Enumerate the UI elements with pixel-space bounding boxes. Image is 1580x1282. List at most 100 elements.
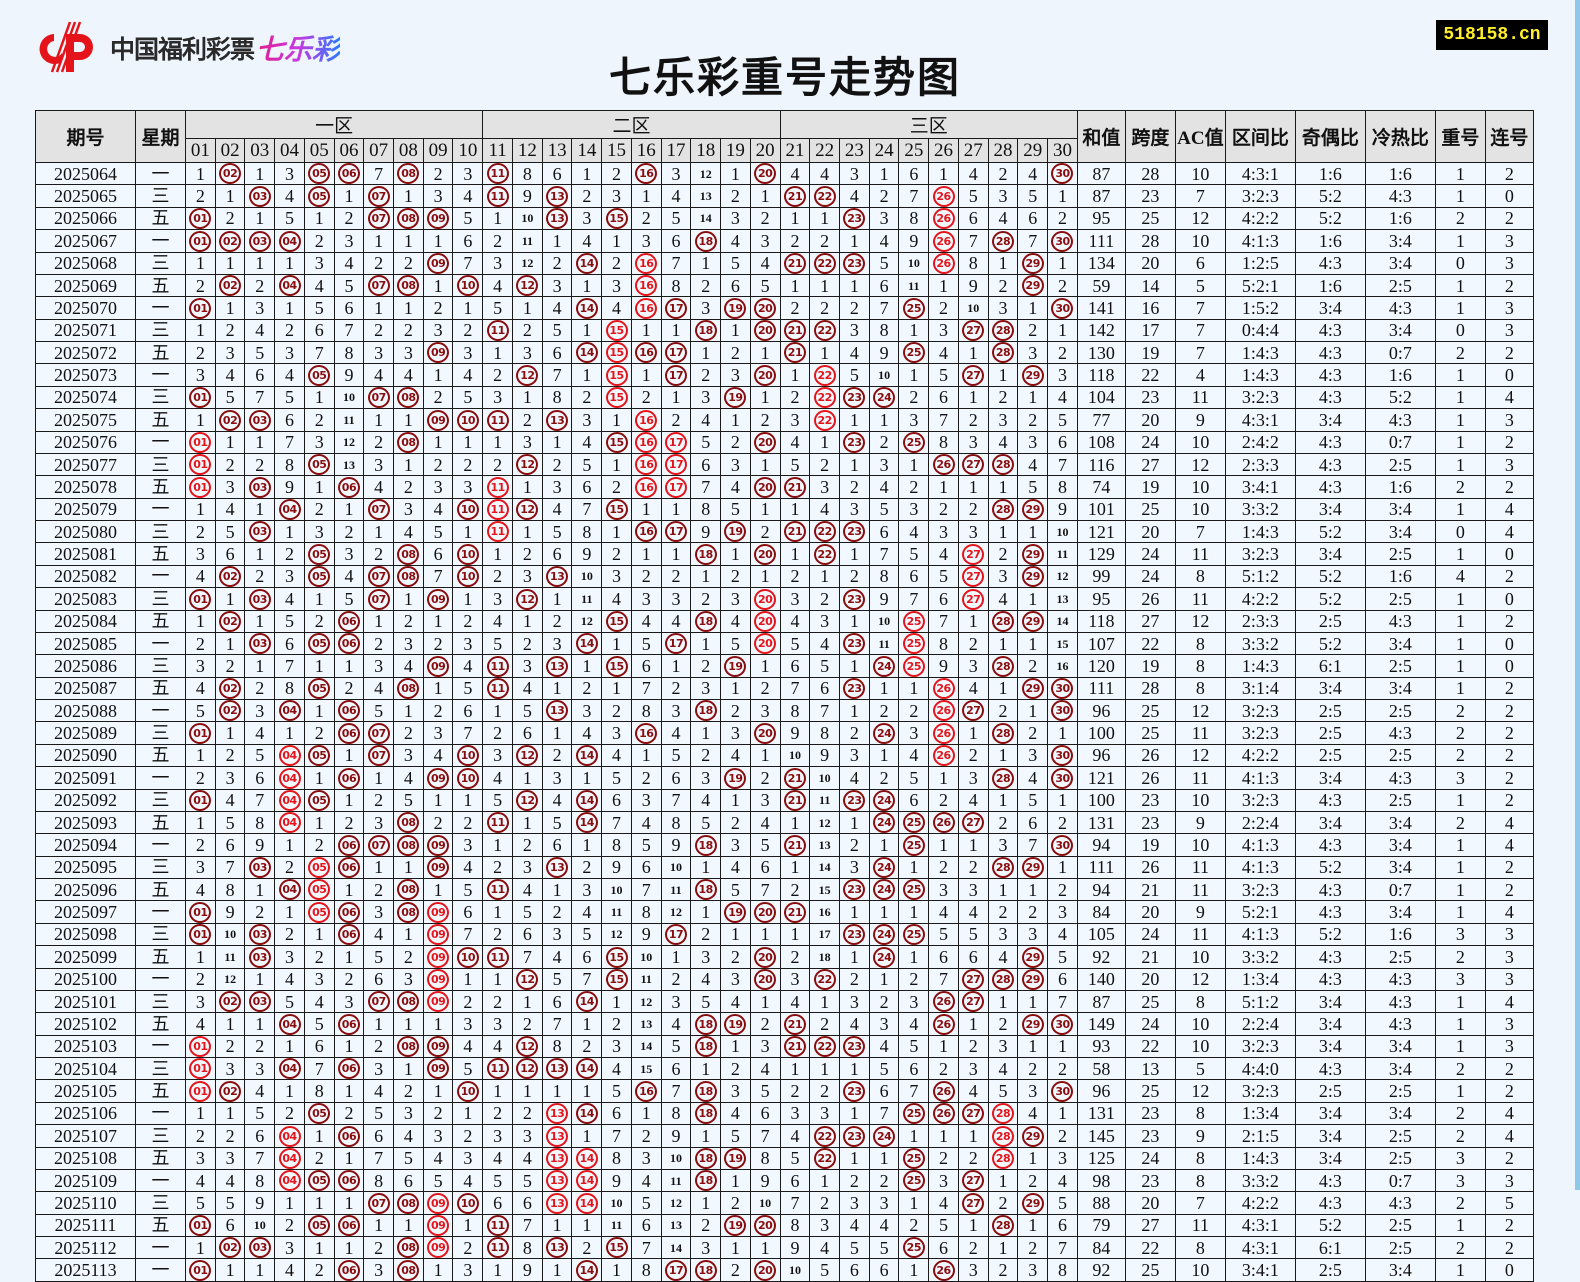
omission-cell: 4: [274, 587, 305, 611]
drawn-ball: 17: [664, 432, 687, 453]
odd-even-cell: 4:3: [1294, 475, 1366, 499]
ball-cell-22: 22: [809, 1124, 841, 1148]
weekday-cell: 五: [135, 877, 186, 902]
ball-cell-01: 01: [185, 1034, 216, 1059]
ball-cell-29: 29: [1017, 855, 1049, 880]
ac-cell: 10: [1174, 161, 1226, 186]
drawn-ball: 13: [546, 1148, 569, 1169]
drawn-ball: 12: [516, 499, 539, 520]
omission-cell: 3: [749, 698, 781, 723]
omission-cell: 1: [601, 1258, 632, 1282]
ball-cell-11: 11: [482, 810, 514, 835]
omission-cell: 6: [809, 676, 841, 701]
ball-cell-17: 17: [660, 452, 692, 477]
span-cell: 20: [1124, 1191, 1176, 1215]
omission-cell: 2: [571, 855, 603, 880]
omission-cell: 1: [274, 1034, 305, 1059]
drawn-ball: 05: [308, 185, 331, 207]
table-row: 2025108 五 3 3 7 04 2 1 7 5 4 3 4 4 13 14 8 3 10 18 19 8 5 22 1 1 2…: [35, 1146, 1534, 1170]
ac-cell: 8: [1174, 1168, 1226, 1193]
omission-cell: 1: [452, 519, 484, 544]
zone-ratio-cell: 1:3:4: [1224, 967, 1296, 991]
issue-cell: 2025105: [35, 1079, 136, 1103]
drawn-ball: 01: [189, 901, 212, 923]
omission-cell: 2: [868, 430, 900, 454]
consecutive-cell: 3: [1484, 296, 1534, 320]
omission-cell: 3: [839, 497, 870, 522]
ball-cell-16: 16: [630, 296, 662, 320]
ball-cell-03: 03: [244, 945, 276, 969]
omission-cell: 5: [512, 1168, 543, 1193]
omission-cell: 1: [779, 363, 811, 387]
ball-cell-15: 15: [601, 363, 632, 387]
drawn-ball: 16: [635, 722, 658, 744]
weekday-cell: 一: [135, 967, 186, 991]
ball-cell-18: 18: [690, 1258, 722, 1282]
cold-hot-cell: 4:3: [1364, 296, 1436, 320]
omission-cell: 1: [749, 743, 781, 768]
site-badge[interactable]: 518158.cn: [1436, 20, 1548, 50]
omission-cell: 2: [541, 609, 573, 633]
ball-cell-29: 29: [1017, 609, 1049, 633]
issue-cell: 2025079: [35, 497, 136, 522]
omission-cell: 3: [482, 1124, 514, 1148]
omission-cell: 5: [482, 1168, 514, 1193]
drawn-ball: 28: [991, 454, 1014, 475]
ball-cell-25: 25: [898, 1235, 930, 1260]
omission-cell: 1: [363, 609, 395, 633]
ac-cell: 10: [1174, 788, 1226, 812]
zone-ratio-cell: 5:1:2: [1224, 564, 1296, 589]
omission-cell: 5: [779, 631, 811, 656]
omission-cell: 1: [333, 1146, 365, 1170]
repeat-cell: 3: [1434, 1146, 1486, 1170]
omission-cell: 11: [601, 900, 632, 924]
omission-cell: 2: [482, 452, 514, 477]
drawn-ball: 13: [546, 566, 569, 587]
omission-cell: 1: [839, 900, 870, 924]
omission-cell: 1: [779, 273, 811, 298]
omission-cell: 1: [630, 318, 662, 343]
omission-cell: 2: [957, 408, 989, 432]
omission-cell: 5: [541, 810, 573, 835]
omission-cell: 4: [660, 721, 692, 745]
omission-cell: 1: [779, 206, 811, 231]
omission-cell: 3: [482, 743, 514, 768]
ball-cell-24: 24: [868, 654, 900, 678]
ball-cell-01: 01: [185, 430, 216, 454]
ball-cell-29: 29: [1017, 564, 1049, 589]
omission-cell: 8: [333, 340, 365, 365]
header-number-21: 21: [779, 138, 811, 163]
omission-cell: 1: [839, 408, 870, 432]
omission-cell: 7: [630, 1235, 662, 1260]
span-cell: 25: [1124, 1258, 1176, 1282]
header-number-24: 24: [868, 138, 900, 163]
drawn-ball: 22: [813, 1036, 836, 1057]
drawn-ball: 14: [575, 1170, 598, 1191]
omission-cell: 7: [660, 788, 692, 812]
omission-cell: 1: [839, 654, 870, 678]
table-row: 2025104 三 01 3 3 04 7 06 3 1 09 5 11 12 13 14 4 15 6 1 2 4 1 1 1…: [35, 1056, 1534, 1081]
omission-cell: 1: [690, 900, 722, 924]
omission-cell: 1: [987, 1168, 1019, 1193]
omission-cell: 4: [868, 1034, 900, 1059]
ball-cell-25: 25: [898, 810, 930, 835]
drawn-ball: 12: [516, 745, 539, 766]
drawn-ball: 23: [843, 879, 866, 900]
consecutive-cell: 2: [1484, 676, 1534, 701]
omission-cell: 1: [898, 900, 930, 924]
header-weekday: 星期: [135, 110, 186, 163]
drawn-ball: 22: [813, 969, 836, 990]
omission-cell: 3: [957, 766, 989, 790]
drawn-ball: 09: [427, 1192, 450, 1214]
drawn-ball: 14: [575, 1192, 598, 1214]
drawn-ball: 27: [962, 812, 985, 833]
omission-cell: 6: [720, 273, 751, 298]
ball-cell-06: 06: [333, 1213, 365, 1238]
omission-cell: 2: [571, 1034, 603, 1059]
omission-cell: 3: [601, 721, 632, 745]
omission-cell: 9: [928, 654, 959, 678]
drawn-ball: 18: [694, 1148, 717, 1169]
omission-cell: 3: [1017, 1258, 1049, 1282]
drawn-ball: 01: [189, 1259, 212, 1281]
omission-cell: 6: [630, 855, 662, 880]
